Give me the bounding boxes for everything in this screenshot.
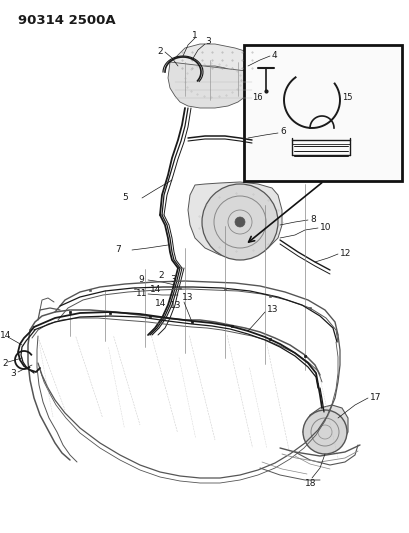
Text: 10: 10 xyxy=(319,223,331,232)
Text: 15: 15 xyxy=(341,93,352,101)
Polygon shape xyxy=(170,44,257,75)
Text: 13: 13 xyxy=(266,305,278,314)
Text: 9: 9 xyxy=(138,274,144,284)
Text: 13: 13 xyxy=(170,302,181,311)
Text: 7: 7 xyxy=(115,245,121,254)
Text: 14: 14 xyxy=(0,330,11,340)
Text: 3: 3 xyxy=(170,276,175,285)
Text: 2: 2 xyxy=(2,359,8,367)
Bar xyxy=(243,45,401,181)
Text: 1: 1 xyxy=(191,30,197,39)
Circle shape xyxy=(302,410,346,454)
Text: 16: 16 xyxy=(252,93,262,101)
Text: 17: 17 xyxy=(369,392,380,401)
Text: 3: 3 xyxy=(204,36,210,45)
Text: 18: 18 xyxy=(304,479,316,488)
Text: 14: 14 xyxy=(155,298,166,308)
Text: 3: 3 xyxy=(10,368,16,377)
Text: 2: 2 xyxy=(157,46,162,55)
Text: 8: 8 xyxy=(309,214,315,223)
Text: 5: 5 xyxy=(122,192,128,201)
Circle shape xyxy=(234,217,245,227)
Text: 12: 12 xyxy=(339,248,351,257)
Text: 14: 14 xyxy=(150,286,161,295)
Polygon shape xyxy=(188,182,281,258)
Text: 90314 2500A: 90314 2500A xyxy=(18,14,115,27)
Text: 4: 4 xyxy=(271,51,277,60)
Text: 6: 6 xyxy=(279,127,285,136)
Polygon shape xyxy=(168,62,255,108)
Text: 13: 13 xyxy=(182,294,193,303)
Text: 11: 11 xyxy=(136,288,147,297)
Circle shape xyxy=(202,184,277,260)
Text: 2: 2 xyxy=(157,271,163,279)
Polygon shape xyxy=(302,405,347,448)
